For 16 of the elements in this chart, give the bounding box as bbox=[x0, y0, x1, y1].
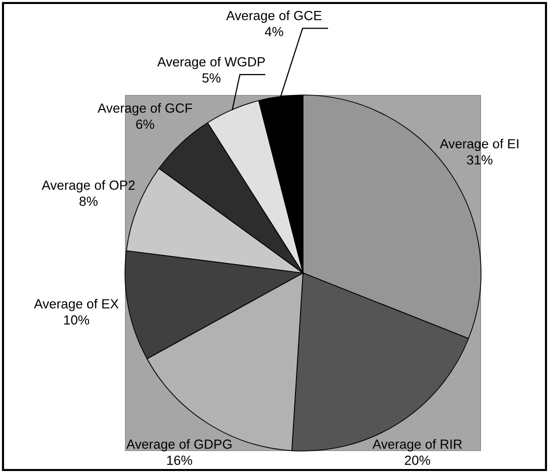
data-label: 10% bbox=[64, 315, 90, 325]
slice-label: Average of WGDP bbox=[157, 56, 265, 70]
data-label: 16% bbox=[167, 456, 192, 465]
slice-label: Average of GCF bbox=[98, 103, 192, 116]
slice-label: Average of EI bbox=[440, 138, 518, 152]
slice-label: Average of RIR bbox=[372, 439, 462, 452]
data-label: 8% bbox=[80, 196, 98, 206]
slice-label: Average of EX bbox=[34, 298, 119, 312]
data-label: 4% bbox=[264, 27, 284, 36]
slice-label: Average of OP2 bbox=[42, 180, 135, 192]
data-label: 6% bbox=[136, 120, 154, 129]
slice-label: Average of GDPG bbox=[126, 439, 232, 452]
slice-label: Average of GCE bbox=[226, 10, 322, 23]
data-label: 5% bbox=[202, 73, 220, 83]
data-label: 31% bbox=[466, 155, 492, 165]
data-label: 20% bbox=[404, 456, 430, 465]
